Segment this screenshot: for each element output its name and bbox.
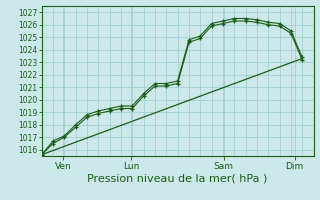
X-axis label: Pression niveau de la mer( hPa ): Pression niveau de la mer( hPa ) <box>87 173 268 183</box>
